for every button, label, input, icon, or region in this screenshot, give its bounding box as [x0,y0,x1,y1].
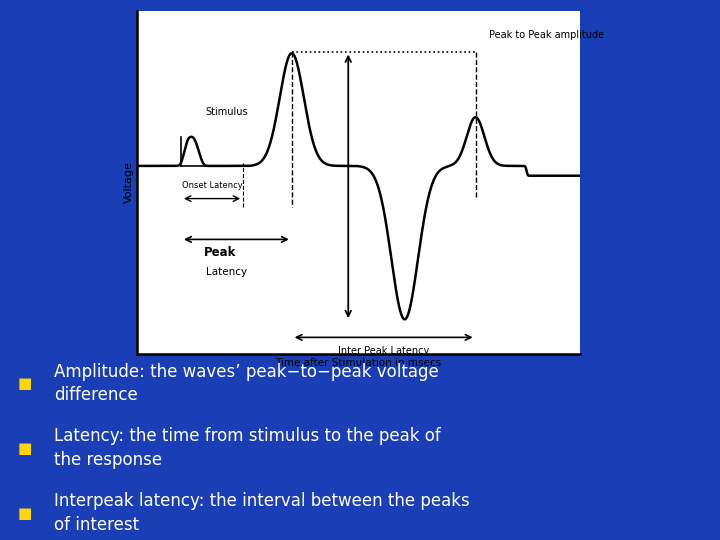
Text: ■: ■ [18,505,32,521]
Y-axis label: Voltage: Voltage [124,161,134,203]
Text: Peak to Peak amplitude: Peak to Peak amplitude [489,30,604,40]
Text: Interpeak latency: the interval between the peaks
of interest: Interpeak latency: the interval between … [54,492,469,534]
Text: Stimulus: Stimulus [205,107,248,117]
Text: Peak: Peak [204,246,237,259]
Text: Inter Peak Latency: Inter Peak Latency [338,346,429,356]
Text: ■: ■ [18,441,32,456]
Text: ■: ■ [18,376,32,391]
Text: Amplitude: the waves’ peak−to−peak voltage
difference: Amplitude: the waves’ peak−to−peak volta… [54,362,438,404]
Text: Latency: Latency [206,267,247,278]
X-axis label: Time after Stimulation in msecs: Time after Stimulation in msecs [275,358,441,368]
Text: Onset Latency: Onset Latency [181,181,243,191]
Text: Latency: the time from stimulus to the peak of
the response: Latency: the time from stimulus to the p… [54,427,441,469]
